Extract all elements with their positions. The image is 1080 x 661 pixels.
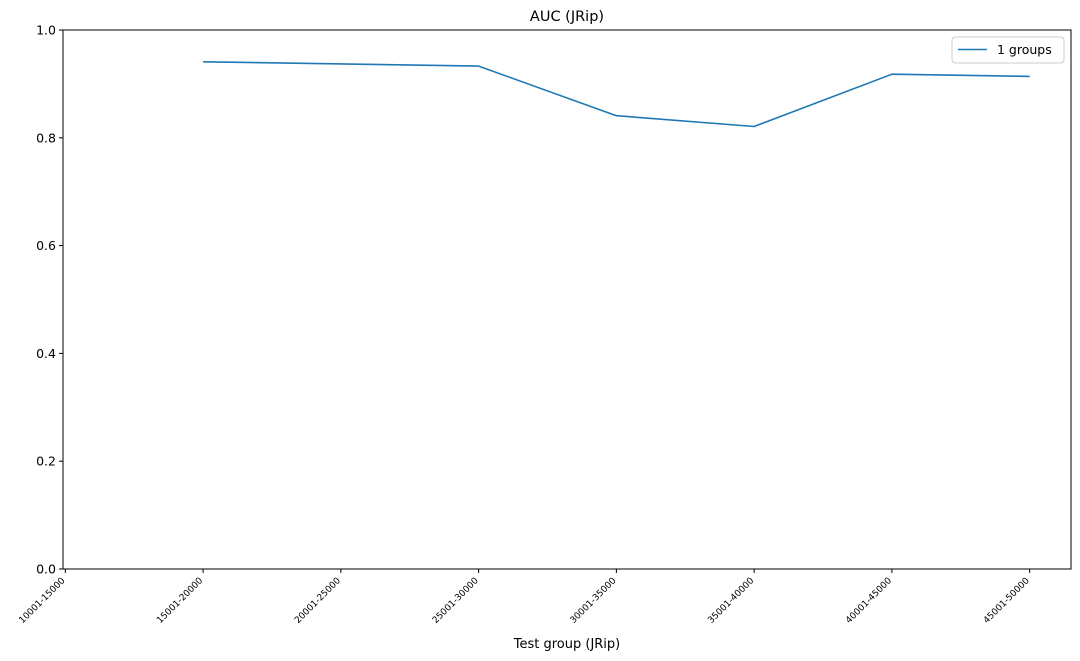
legend: 1 groups: [951, 36, 1065, 64]
x-tick-label: 25001-30000: [431, 576, 481, 626]
series-layer: [203, 61, 1030, 128]
x-tick-label: 45001-50000: [982, 576, 1032, 626]
legend-label: 1 groups: [997, 42, 1052, 57]
x-axis-label: Test group (JRip): [513, 637, 621, 652]
x-tick-label: 20001-25000: [293, 576, 343, 626]
y-tick-label: 1.0: [36, 23, 56, 38]
y-tick-label: 0.2: [36, 454, 56, 469]
y-tick-label: 0.4: [36, 346, 56, 361]
x-tick-label: 30001-35000: [569, 576, 619, 626]
y-tick-label: 0.0: [36, 562, 56, 577]
x-tick-label: 10001-15000: [18, 576, 68, 626]
chart-title: AUC (JRip): [530, 9, 604, 25]
y-axis: 0.0 0.2 0.4 0.6 0.8 1.0: [36, 23, 63, 577]
series-line: [203, 61, 1030, 128]
legend-box: [951, 36, 1065, 64]
x-tick-label: 40001-45000: [844, 576, 894, 626]
x-axis: 10001-15000 15001-20000 20001-25000 25001-3…: [18, 569, 1032, 626]
plot-area: [62, 29, 1072, 570]
x-tick-label: 15001-20000: [155, 576, 205, 626]
x-tick-label: 35001-40000: [706, 576, 756, 626]
y-tick-label: 0.6: [36, 238, 56, 253]
y-tick-label: 0.8: [36, 130, 56, 145]
